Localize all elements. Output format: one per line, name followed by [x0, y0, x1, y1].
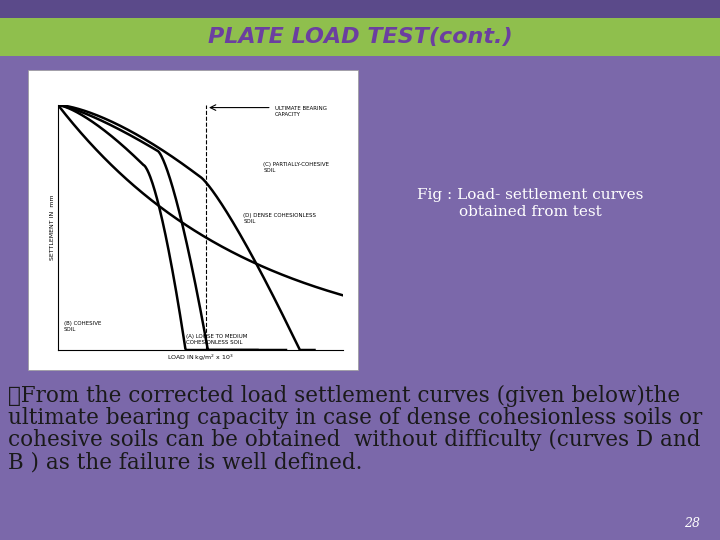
X-axis label: LOAD IN kg/m$^2$ x 10$^3$: LOAD IN kg/m$^2$ x 10$^3$	[167, 353, 234, 363]
FancyBboxPatch shape	[0, 0, 720, 18]
Text: cohesive soils can be obtained  without difficulty (curves D and: cohesive soils can be obtained without d…	[8, 429, 701, 451]
FancyBboxPatch shape	[0, 18, 720, 56]
FancyBboxPatch shape	[28, 70, 358, 370]
Text: ❖From the corrected load settlement curves (given below)the: ❖From the corrected load settlement curv…	[8, 385, 680, 407]
Text: (B) COHESIVE
SOIL: (B) COHESIVE SOIL	[63, 321, 101, 332]
Text: (A) LOOSE TO MEDIUM
COHESIONLESS SOIL: (A) LOOSE TO MEDIUM COHESIONLESS SOIL	[186, 334, 248, 345]
Text: (C) PARTIALLY-COHESIVE
SOIL: (C) PARTIALLY-COHESIVE SOIL	[264, 162, 329, 173]
Text: B ) as the failure is well defined.: B ) as the failure is well defined.	[8, 451, 362, 473]
Text: ultimate bearing capacity in case of dense cohesionless soils or: ultimate bearing capacity in case of den…	[8, 407, 702, 429]
Text: PLATE LOAD TEST(cont.): PLATE LOAD TEST(cont.)	[207, 27, 513, 47]
Text: (D) DENSE COHESIONLESS
SOIL: (D) DENSE COHESIONLESS SOIL	[243, 213, 316, 224]
Text: 28: 28	[684, 517, 700, 530]
Text: ULTIMATE BEARING
CAPACITY: ULTIMATE BEARING CAPACITY	[274, 106, 327, 117]
Y-axis label: SETTLEMENT IN  mm: SETTLEMENT IN mm	[50, 195, 55, 260]
Text: Fig : Load- settlement curves: Fig : Load- settlement curves	[417, 188, 643, 202]
Text: obtained from test: obtained from test	[459, 205, 601, 219]
